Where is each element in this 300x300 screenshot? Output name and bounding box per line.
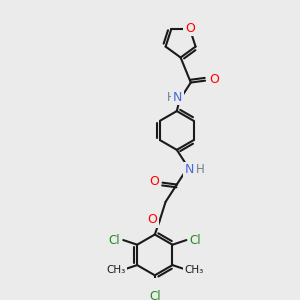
Text: O: O [147,213,157,226]
Text: CH₃: CH₃ [106,265,125,275]
Text: H: H [167,91,176,103]
Text: O: O [185,22,195,34]
Text: CH₃: CH₃ [184,265,203,275]
Text: Cl: Cl [108,234,120,247]
Text: H: H [196,164,204,176]
Text: N: N [185,164,195,176]
Text: Cl: Cl [190,234,202,247]
Text: O: O [149,175,159,188]
Text: N: N [173,91,182,103]
Text: Cl: Cl [149,290,160,300]
Text: O: O [209,73,219,86]
